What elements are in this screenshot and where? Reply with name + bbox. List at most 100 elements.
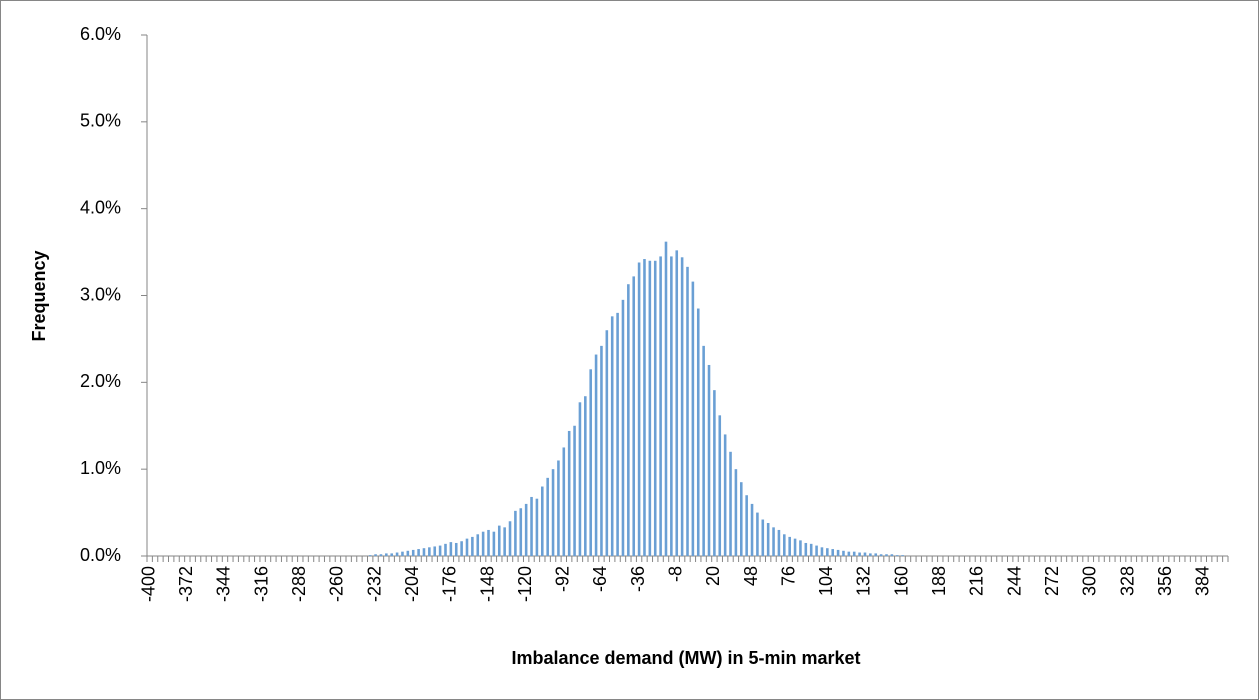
bar bbox=[783, 534, 786, 556]
bar bbox=[653, 260, 657, 556]
bar bbox=[406, 550, 410, 556]
x-tick-label: -92 bbox=[553, 566, 573, 592]
bar bbox=[487, 529, 490, 556]
y-tick-label: 4.0% bbox=[80, 197, 121, 217]
bar bbox=[852, 551, 856, 556]
x-tick-label: 20 bbox=[703, 566, 723, 586]
bar bbox=[729, 451, 732, 556]
bar bbox=[858, 552, 861, 556]
bar bbox=[820, 547, 824, 556]
bar bbox=[562, 447, 566, 556]
x-tick-label: 104 bbox=[816, 566, 836, 596]
x-axis-title: Imbalance demand (MW) in 5-min market bbox=[511, 648, 860, 668]
bar bbox=[739, 482, 743, 556]
y-axis-title: Frequency bbox=[29, 250, 49, 341]
bar bbox=[449, 542, 453, 556]
bar bbox=[799, 540, 802, 556]
bar bbox=[659, 256, 662, 556]
bar bbox=[756, 512, 759, 556]
bar bbox=[567, 430, 571, 556]
bar bbox=[772, 527, 775, 556]
bar bbox=[675, 250, 679, 556]
x-tick-label: -120 bbox=[515, 566, 535, 602]
x-tick-label: -344 bbox=[214, 566, 234, 602]
bar bbox=[497, 525, 501, 556]
bar bbox=[691, 281, 695, 556]
y-tick-label: 3.0% bbox=[80, 284, 121, 304]
bar bbox=[401, 551, 404, 556]
bar bbox=[713, 390, 716, 556]
bar bbox=[718, 415, 722, 556]
y-tick-label: 6.0% bbox=[80, 24, 121, 44]
bar bbox=[680, 257, 684, 556]
bar bbox=[847, 551, 851, 556]
bar bbox=[793, 538, 797, 556]
y-tick-label: 2.0% bbox=[80, 371, 121, 391]
bar bbox=[519, 508, 523, 556]
bar bbox=[863, 552, 867, 556]
bar bbox=[481, 531, 485, 556]
bar bbox=[551, 469, 555, 556]
bar bbox=[379, 554, 383, 556]
bar bbox=[761, 519, 765, 556]
bar bbox=[514, 510, 517, 556]
bar bbox=[788, 536, 791, 556]
bar bbox=[664, 241, 668, 556]
bar bbox=[535, 498, 539, 556]
bar bbox=[524, 503, 528, 556]
x-tick-label: -8 bbox=[665, 566, 685, 582]
bar bbox=[874, 553, 878, 556]
bar bbox=[444, 543, 447, 556]
bar bbox=[476, 534, 480, 556]
x-tick-label: 244 bbox=[1004, 566, 1024, 596]
bar bbox=[411, 549, 415, 556]
bar bbox=[433, 546, 437, 556]
x-tick-label: 384 bbox=[1193, 566, 1213, 596]
bar bbox=[885, 554, 888, 556]
bar bbox=[471, 536, 474, 556]
y-tick-label: 5.0% bbox=[80, 111, 121, 131]
x-tick-label: -316 bbox=[251, 566, 271, 602]
bar bbox=[702, 345, 705, 556]
bar bbox=[460, 541, 463, 556]
x-tick-label: -232 bbox=[364, 566, 384, 602]
x-tick-label: -148 bbox=[477, 566, 497, 602]
bar bbox=[557, 460, 560, 556]
bar bbox=[385, 553, 388, 556]
x-tick-label: 48 bbox=[741, 566, 761, 586]
x-tick-label: -204 bbox=[402, 566, 422, 602]
bar bbox=[422, 548, 426, 556]
x-tick-label: 188 bbox=[929, 566, 949, 596]
bar bbox=[890, 554, 894, 556]
bar bbox=[723, 434, 727, 556]
bar bbox=[895, 555, 899, 556]
bar bbox=[508, 521, 512, 556]
x-tick-label: 300 bbox=[1080, 566, 1100, 596]
bar bbox=[390, 553, 393, 556]
x-tick-label: 76 bbox=[778, 566, 798, 586]
bar bbox=[584, 396, 587, 556]
y-tick-label: 0.0% bbox=[80, 545, 121, 565]
x-tick-label: 132 bbox=[854, 566, 874, 596]
bar bbox=[616, 312, 619, 556]
bar bbox=[707, 364, 711, 556]
bar bbox=[831, 549, 834, 556]
bar bbox=[637, 262, 641, 556]
bar bbox=[600, 345, 603, 556]
bar bbox=[492, 531, 496, 556]
x-tick-label: 328 bbox=[1117, 566, 1137, 596]
bar bbox=[454, 542, 458, 556]
bar bbox=[901, 555, 904, 556]
x-tick-label: 160 bbox=[891, 566, 911, 596]
x-tick-label: 216 bbox=[967, 566, 987, 596]
bar bbox=[530, 496, 533, 556]
x-tick-label: -36 bbox=[628, 566, 648, 592]
bar bbox=[815, 545, 818, 556]
bar bbox=[465, 538, 469, 556]
bar bbox=[428, 547, 431, 556]
bar bbox=[842, 550, 845, 556]
bar bbox=[395, 552, 399, 556]
bar bbox=[836, 549, 840, 556]
bar bbox=[826, 548, 829, 556]
